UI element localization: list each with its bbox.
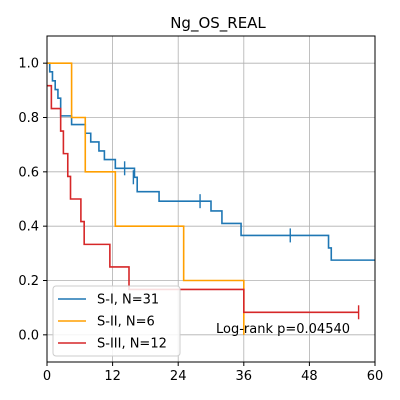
y-tick-label: 1.0 — [18, 57, 39, 72]
y-tick-label: 0.2 — [18, 274, 39, 289]
axis-ticks: 0 12 24 36 48 60 0.0 0.2 0.4 0.6 0.8 1.0 — [18, 57, 383, 384]
legend-label-s-i: S-I, N=31 — [97, 293, 159, 308]
series-line-s-ii — [47, 62, 245, 335]
logrank-annotation: Log-rank p=0.04540 — [216, 322, 350, 337]
legend-label-s-ii: S-II, N=6 — [97, 315, 155, 330]
y-tick-label: 0.6 — [18, 165, 39, 180]
x-tick-label: 12 — [104, 369, 121, 384]
chart-title: Ng_OS_REAL — [170, 14, 266, 33]
x-tick-label: 60 — [367, 369, 384, 384]
series-line-s-i — [47, 62, 375, 261]
x-tick-label: 36 — [236, 369, 253, 384]
y-tick-label: 0.8 — [18, 111, 39, 126]
x-tick-label: 48 — [301, 369, 318, 384]
y-tick-label: 0.4 — [18, 220, 39, 235]
x-tick-label: 24 — [170, 369, 187, 384]
y-tick-label: 0.0 — [18, 328, 39, 343]
legend-label-s-iii: S-III, N=12 — [97, 337, 167, 352]
legend-box — [52, 285, 181, 357]
x-tick-label: 0 — [43, 369, 51, 384]
legend: S-I, N=31 S-II, N=6 S-III, N=12 — [52, 285, 181, 357]
series-line-s-iii — [47, 84, 359, 314]
plot-frame — [46, 35, 376, 363]
series-group — [47, 62, 375, 335]
